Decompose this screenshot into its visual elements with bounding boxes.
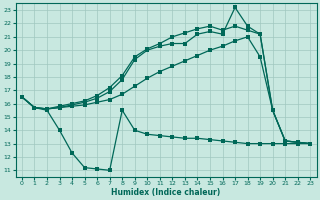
X-axis label: Humidex (Indice chaleur): Humidex (Indice chaleur)	[111, 188, 221, 197]
